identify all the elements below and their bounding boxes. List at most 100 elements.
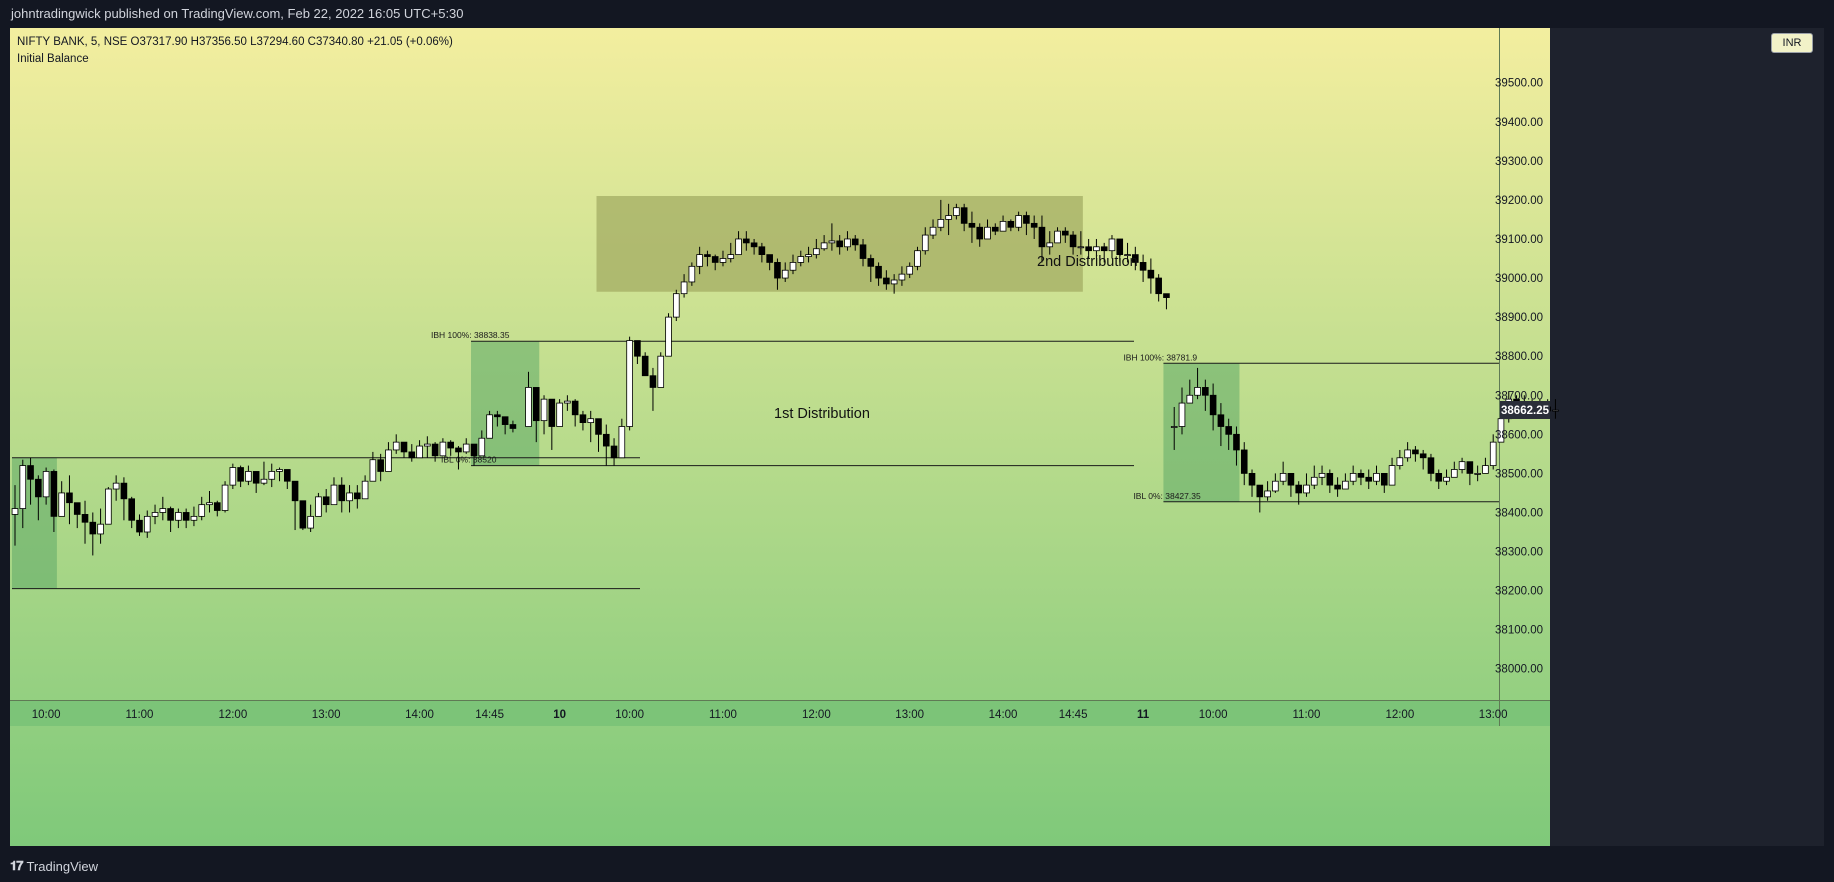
candle[interactable]: [377, 459, 384, 472]
candle[interactable]: [1225, 426, 1232, 435]
candle[interactable]: [361, 480, 369, 500]
candle[interactable]: [890, 279, 898, 285]
candle[interactable]: [525, 387, 532, 427]
candle[interactable]: [35, 478, 42, 498]
candle[interactable]: [937, 219, 945, 228]
candle[interactable]: [276, 469, 283, 472]
candle[interactable]: [1334, 484, 1341, 490]
candle[interactable]: [1342, 480, 1349, 490]
candle[interactable]: [245, 471, 252, 482]
candle[interactable]: [66, 492, 73, 504]
candle[interactable]: [175, 512, 182, 521]
candle[interactable]: [307, 515, 314, 529]
candle[interactable]: [540, 398, 548, 422]
candle[interactable]: [424, 443, 431, 447]
candle[interactable]: [836, 240, 843, 248]
candle[interactable]: [1007, 220, 1015, 228]
candle[interactable]: [696, 254, 703, 267]
candle[interactable]: [789, 262, 797, 271]
candle[interactable]: [1108, 238, 1116, 252]
candle[interactable]: [1451, 469, 1458, 478]
candle[interactable]: [1287, 472, 1295, 486]
candle[interactable]: [42, 471, 50, 498]
candle[interactable]: [587, 418, 595, 424]
candle[interactable]: [1046, 242, 1054, 248]
candle[interactable]: [1458, 461, 1466, 470]
candle[interactable]: [27, 465, 34, 480]
candle[interactable]: [494, 414, 501, 418]
candle[interactable]: [1186, 394, 1194, 404]
candle[interactable]: [641, 355, 649, 377]
candle[interactable]: [1015, 215, 1022, 228]
candle[interactable]: [400, 441, 408, 453]
candle[interactable]: [509, 424, 517, 429]
candle[interactable]: [478, 437, 486, 457]
candle[interactable]: [649, 375, 657, 388]
candle[interactable]: [1303, 484, 1310, 494]
candle[interactable]: [354, 492, 361, 500]
candle[interactable]: [385, 449, 392, 472]
candle[interactable]: [1412, 449, 1419, 455]
candle[interactable]: [1116, 238, 1124, 256]
candle[interactable]: [1264, 490, 1271, 498]
candle[interactable]: [976, 226, 984, 240]
candle[interactable]: [1069, 234, 1077, 248]
candle[interactable]: [1147, 269, 1155, 279]
candle[interactable]: [743, 238, 750, 244]
candle[interactable]: [1132, 254, 1139, 263]
candle[interactable]: [921, 234, 929, 252]
candle[interactable]: [727, 254, 735, 259]
candle[interactable]: [1349, 472, 1357, 482]
candle[interactable]: [634, 340, 641, 357]
candle[interactable]: [112, 482, 120, 490]
candle[interactable]: [1357, 472, 1365, 478]
candle[interactable]: [252, 471, 260, 484]
candle[interactable]: [875, 265, 882, 279]
candle[interactable]: [1427, 457, 1435, 474]
candle[interactable]: [1178, 402, 1186, 427]
candle[interactable]: [501, 416, 509, 425]
candle[interactable]: [1365, 476, 1373, 482]
candle[interactable]: [283, 469, 291, 482]
candle[interactable]: [1380, 472, 1388, 486]
candle[interactable]: [859, 244, 867, 259]
candle[interactable]: [960, 207, 968, 224]
candle[interactable]: [462, 443, 470, 453]
tradingview-logo[interactable]: 𝟏𝟕 TradingView: [10, 858, 98, 874]
candle[interactable]: [781, 269, 789, 279]
candle[interactable]: [680, 281, 688, 295]
candle[interactable]: [813, 248, 820, 256]
candle[interactable]: [120, 482, 128, 500]
candle[interactable]: [1054, 230, 1061, 244]
candle[interactable]: [1100, 246, 1108, 252]
price-chart[interactable]: IBH 100%: 38838.35 IBL 0%: 38520 IBH 100%:…: [10, 28, 1824, 846]
candle[interactable]: [1279, 472, 1287, 482]
candle[interactable]: [268, 471, 276, 480]
candle[interactable]: [1443, 476, 1450, 482]
candle[interactable]: [11, 508, 19, 515]
candle[interactable]: [1124, 254, 1131, 257]
candle[interactable]: [1170, 426, 1178, 428]
candle[interactable]: [1419, 453, 1427, 459]
candle[interactable]: [89, 521, 97, 535]
candle[interactable]: [929, 226, 937, 236]
candle[interactable]: [898, 273, 906, 281]
candle[interactable]: [1085, 246, 1092, 252]
candle[interactable]: [665, 316, 672, 357]
candle[interactable]: [151, 512, 159, 517]
candle[interactable]: [735, 238, 742, 256]
candle[interactable]: [1435, 472, 1443, 482]
candle[interactable]: [408, 451, 416, 459]
candle[interactable]: [750, 242, 758, 248]
candle[interactable]: [867, 258, 875, 267]
candle[interactable]: [851, 238, 859, 246]
candle[interactable]: [229, 467, 237, 486]
candle[interactable]: [237, 467, 244, 482]
candle[interactable]: [447, 441, 454, 449]
candle[interactable]: [470, 443, 478, 457]
candle[interactable]: [439, 441, 447, 457]
candle[interactable]: [143, 515, 151, 533]
candle[interactable]: [1233, 433, 1240, 451]
candle[interactable]: [1474, 472, 1481, 475]
candle[interactable]: [19, 465, 27, 509]
